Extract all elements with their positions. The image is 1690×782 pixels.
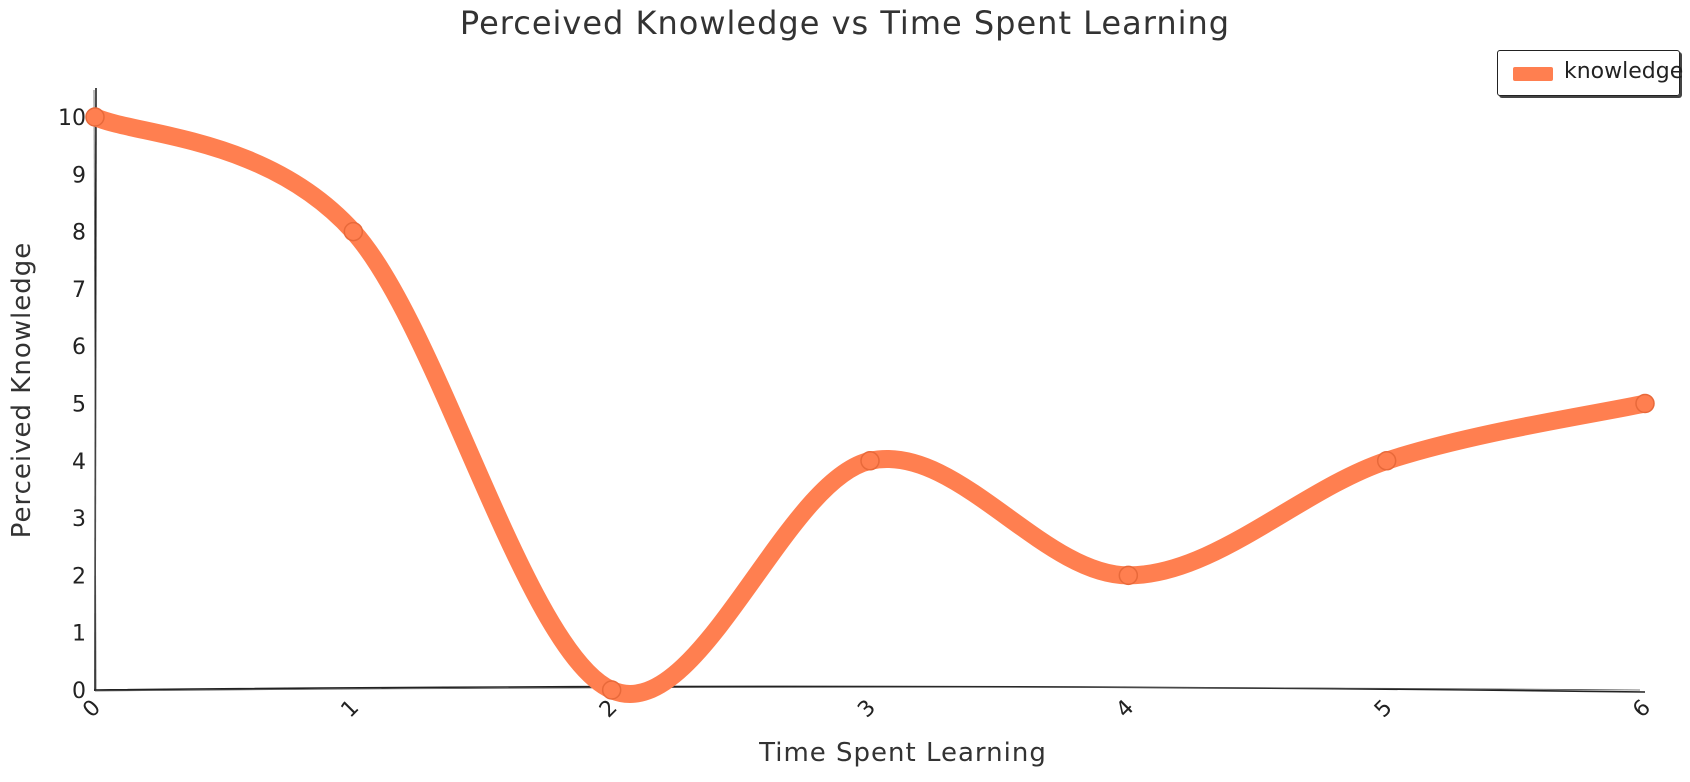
y-tick-label: 6: [72, 335, 86, 360]
data-point: [85, 107, 105, 127]
y-tick-label: 1: [72, 622, 86, 647]
legend: knowledge: [1497, 50, 1684, 96]
x-tick-label: 1: [337, 695, 365, 723]
y-axis-label: Perceived Knowledge: [7, 241, 37, 539]
x-axis-line: [93, 685, 1646, 693]
y-tick-label: 7: [72, 278, 86, 303]
x-tick-label: 5: [1370, 695, 1398, 723]
y-tick-label: 3: [72, 507, 86, 532]
y-tick-label: 5: [72, 393, 86, 418]
chart-title: Perceived Knowledge vs Time Spent Learni…: [459, 4, 1231, 42]
x-tick-label: 4: [1112, 695, 1140, 723]
x-tick-label: 6: [1628, 695, 1656, 723]
series-line-knowledge: [86, 108, 1654, 703]
x-tick-label: 3: [853, 695, 881, 723]
x-axis-label: Time Spent Learning: [759, 738, 1047, 768]
y-tick-label: 0: [72, 679, 86, 704]
y-tick-label: 2: [72, 564, 86, 589]
data-point: [860, 451, 880, 471]
data-point: [1118, 565, 1139, 586]
legend-label-knowledge: knowledge: [1564, 59, 1684, 84]
y-tick-label: 10: [58, 106, 86, 131]
x-axis-line-sketch: [94, 686, 1641, 692]
y-axis-line-sketch: [93, 89, 97, 691]
data-point: [1635, 393, 1655, 414]
data-point: [343, 221, 364, 242]
data-point: [601, 680, 622, 700]
y-tick-label: 9: [72, 163, 86, 188]
legend-swatch: [1513, 67, 1553, 81]
y-tick-label: 4: [72, 450, 86, 475]
y-axis-line: [94, 87, 97, 692]
y-tick-label: 8: [72, 221, 86, 246]
data-point: [1376, 451, 1397, 471]
